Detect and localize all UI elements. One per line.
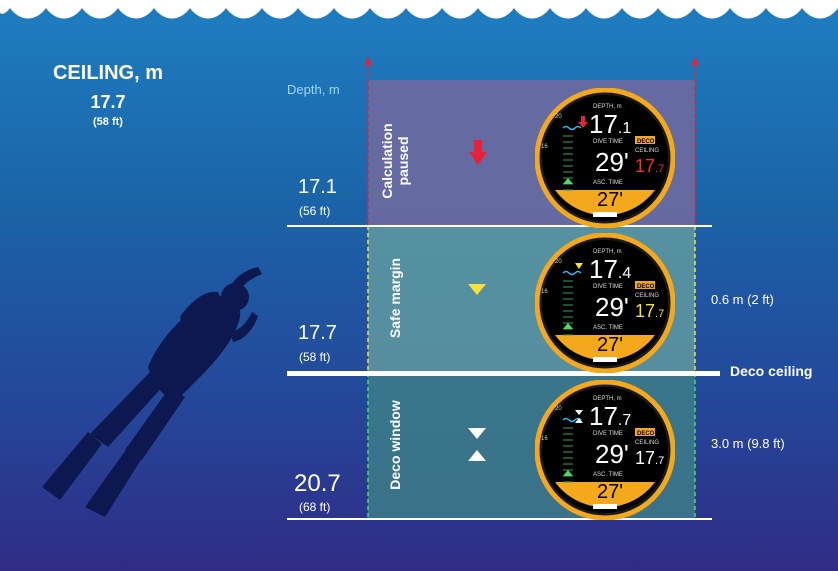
asc-time-band xyxy=(555,190,655,216)
depth-value-ft: (56 ft) xyxy=(299,204,331,218)
deco-badge-label: DECO xyxy=(637,139,655,145)
asc-time-value: 27' xyxy=(597,334,623,356)
yellow-down-triangle-icon xyxy=(575,263,583,269)
deco-ceiling-label: Deco ceiling xyxy=(730,363,813,379)
bezel-mark: 20 xyxy=(555,406,562,412)
deco-badge xyxy=(635,136,655,144)
battery-indicator xyxy=(593,212,617,217)
ceiling-value: 17.7 xyxy=(635,301,664,321)
ceiling-value: 17.7 xyxy=(635,156,664,176)
bezel-mark: 20 xyxy=(555,259,562,265)
bezel-mark: 16 xyxy=(541,144,548,150)
ceiling-value-m: 17.7 xyxy=(90,92,126,112)
safe-margin-note: 0.6 m (2 ft) xyxy=(711,292,774,307)
asc-time-label: ASC. TIME xyxy=(593,180,623,186)
depth-value: 17.4 xyxy=(589,254,631,284)
dive-time-value: 29' xyxy=(595,147,629,177)
depth-value: 17.1 xyxy=(298,176,337,198)
depth-value-ft: (68 ft) xyxy=(299,500,331,514)
dive-time-label: DIVE TIME xyxy=(593,139,623,145)
depth-axis-label: Depth, m xyxy=(287,82,340,97)
depth-value: 17.1 xyxy=(589,109,631,139)
ceiling-label: CEILING xyxy=(635,440,659,446)
dive-time-value: 29' xyxy=(595,292,629,322)
deco-badge-label: DECO xyxy=(637,431,655,437)
deco-badge xyxy=(635,428,655,436)
safe-triangle-icon xyxy=(563,323,573,329)
wave-icon xyxy=(562,125,582,131)
zone-label-safe-margin: Safe margin xyxy=(387,257,403,339)
yellow-down-triangle-icon xyxy=(468,284,486,295)
watch-screen xyxy=(542,387,668,513)
wave-icon xyxy=(562,417,582,423)
zone-label-deco-window: Deco window xyxy=(387,400,403,490)
ceiling-label: CEILING xyxy=(635,293,659,299)
asc-time-band xyxy=(555,335,655,361)
ceiling-value-ft: (58 ft) xyxy=(93,116,123,128)
white-triangles-icon xyxy=(575,418,583,423)
depth-label: DEPTH, m xyxy=(593,396,622,402)
depth-value-ft: (58 ft) xyxy=(299,350,331,364)
bezel-mark: 20 xyxy=(555,114,562,120)
asc-time-band xyxy=(555,482,655,508)
depth-line-20-7 xyxy=(287,518,712,520)
bezel-mark: 16 xyxy=(541,289,548,295)
asc-time-value: 27' xyxy=(597,481,623,503)
depth-label: DEPTH, m xyxy=(593,249,622,255)
asc-time-label: ASC. TIME xyxy=(593,325,623,331)
wave-icon xyxy=(562,270,582,276)
depth-value: 17.7 xyxy=(298,322,337,344)
deco-ceiling-line xyxy=(287,371,720,376)
battery-indicator xyxy=(593,357,617,362)
zone-boundaries xyxy=(364,57,699,519)
ceiling-title: CEILING, m xyxy=(52,62,163,84)
asc-time-value: 27' xyxy=(597,189,623,211)
deco-badge-label: DECO xyxy=(637,284,655,290)
bezel-mark: 16 xyxy=(541,436,548,442)
up-arrow-icon xyxy=(691,57,699,65)
safe-triangle-icon xyxy=(563,470,573,476)
diver-silhouette-icon xyxy=(42,267,262,517)
watch-screen xyxy=(542,240,668,366)
watch-screen xyxy=(542,95,668,221)
up-arrow-icon xyxy=(364,57,372,65)
dive-time-value: 29' xyxy=(595,439,629,469)
dive-time-label: DIVE TIME xyxy=(593,431,623,437)
white-triangles-icon xyxy=(468,428,486,461)
ceiling-label: CEILING xyxy=(635,148,659,154)
deco-badge xyxy=(635,281,655,289)
dive-time-label: DIVE TIME xyxy=(593,284,623,290)
depth-line-17-1 xyxy=(287,225,712,227)
ceiling-value: 17.7 xyxy=(635,448,664,468)
asc-time-label: ASC. TIME xyxy=(593,472,623,478)
deco-window-note: 3.0 m (9.8 ft) xyxy=(711,436,785,451)
depth-value: 17.7 xyxy=(589,401,631,431)
depth-label: DEPTH, m xyxy=(593,104,622,110)
red-down-arrow-icon xyxy=(578,116,588,128)
white-triangles-icon xyxy=(575,410,583,415)
red-down-arrow-icon xyxy=(469,140,487,165)
depth-value: 20.7 xyxy=(294,470,341,497)
zone-label-calculation-paused: Calculation paused xyxy=(379,123,411,199)
water-surface xyxy=(0,0,838,19)
battery-indicator xyxy=(593,504,617,509)
safe-triangle-icon xyxy=(563,178,573,184)
